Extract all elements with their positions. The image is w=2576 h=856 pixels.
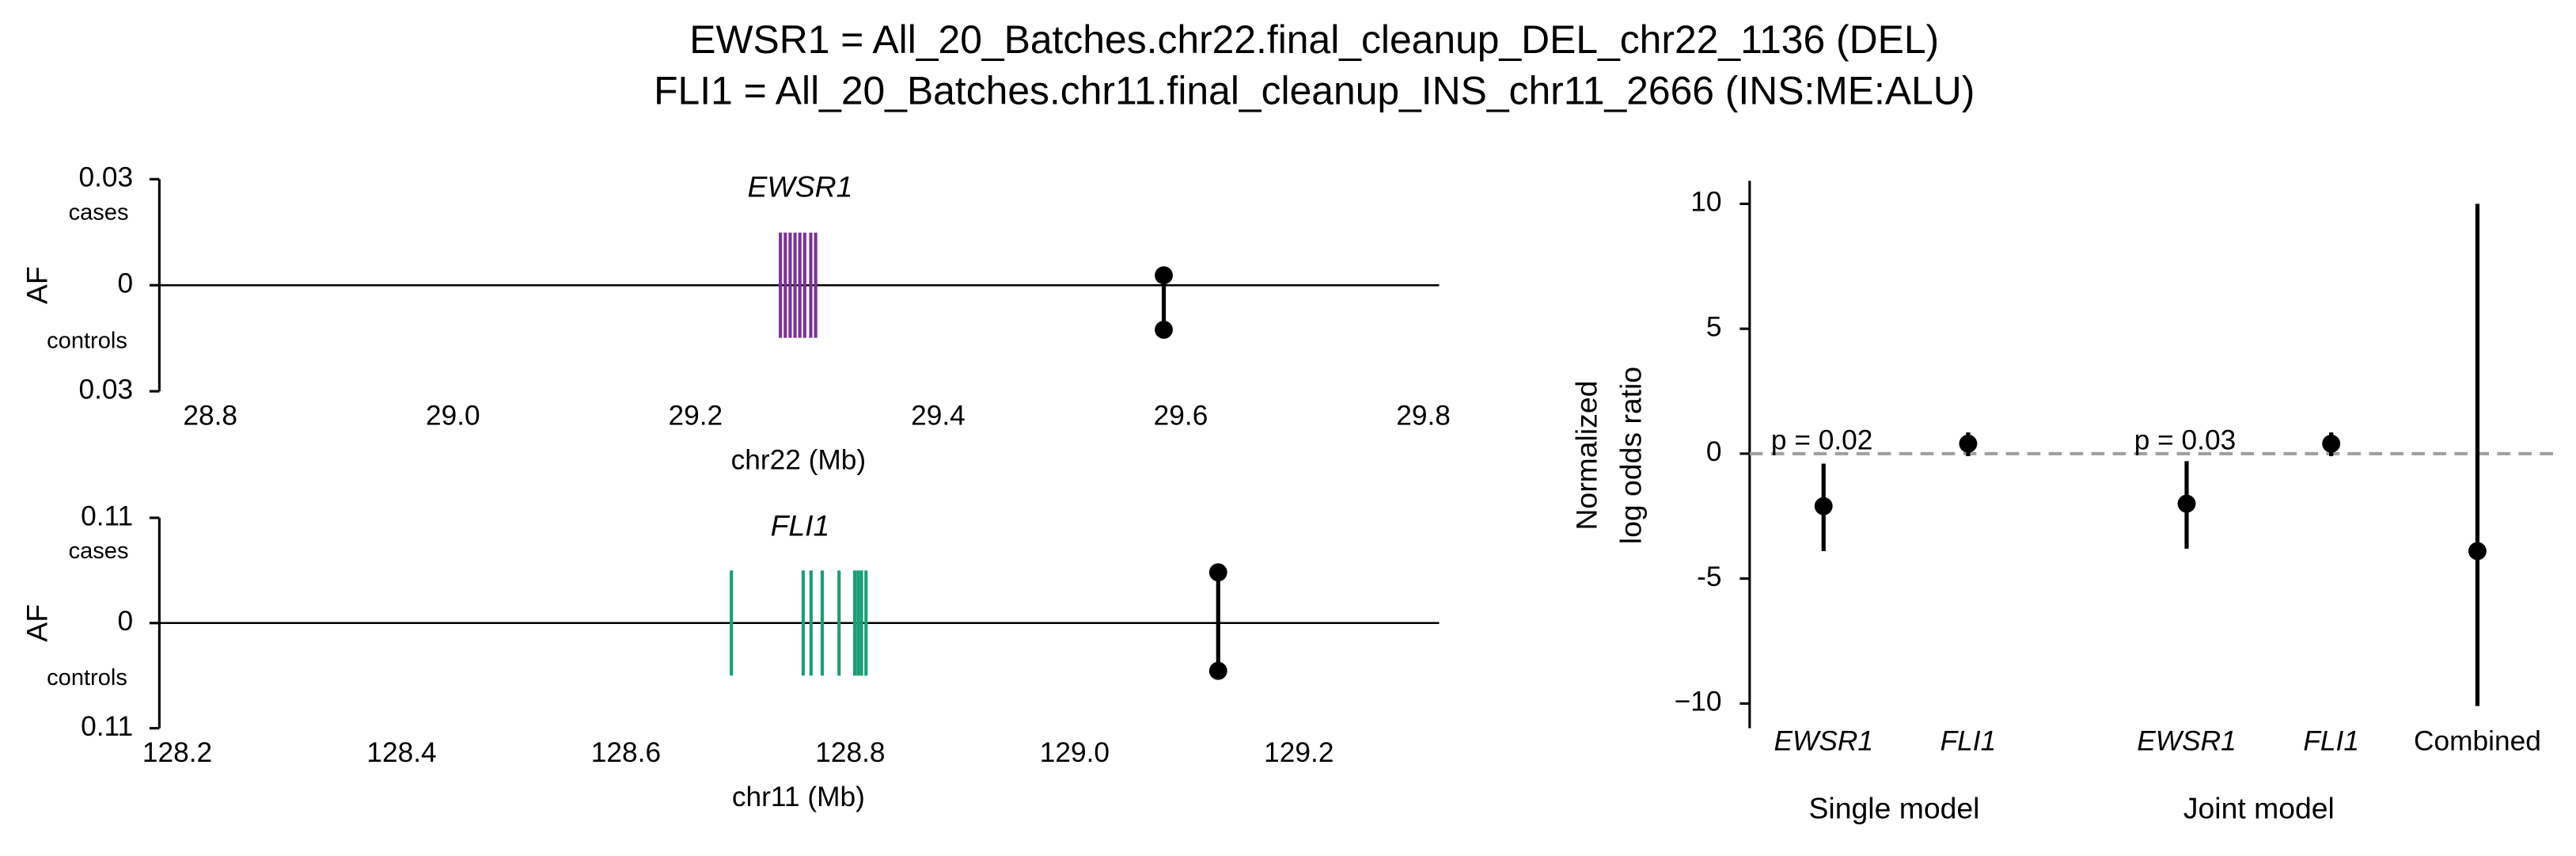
gene-title: FLI1 [771, 508, 830, 542]
gene-title: EWSR1 [748, 170, 853, 204]
x-tick-label: 128.6 [591, 737, 661, 768]
y-tick-label: −10 [1675, 687, 1722, 717]
lower-label: controls [47, 328, 127, 353]
group-label: Joint model [2183, 791, 2335, 824]
y-tick-label: 0.11 [81, 500, 133, 531]
point [2177, 494, 2196, 513]
x-tick-label: 29.2 [669, 401, 723, 432]
p-value: p = 0.02 [1771, 425, 1873, 456]
y-axis-label: AF [21, 266, 54, 304]
upper-label: cases [69, 538, 129, 564]
y-tick-label: -5 [1697, 561, 1721, 592]
x-axis-label: chr11 (Mb) [732, 782, 865, 812]
y-axis-label: log odds ratio [1614, 367, 1647, 544]
cases-point [1208, 563, 1227, 582]
x-tick-label: EWSR1 [2137, 726, 2236, 757]
group-label: Single model [1809, 791, 1980, 824]
x-axis-label: chr22 (Mb) [731, 445, 867, 476]
x-tick-label: 128.2 [142, 737, 212, 768]
x-tick-label: 29.8 [1396, 401, 1451, 432]
x-tick-label: 29.6 [1154, 401, 1208, 432]
y-axis-label: Normalized [1569, 381, 1603, 531]
y-tick-label: 10 [1690, 187, 1721, 218]
controls-point [1155, 321, 1173, 339]
point [2468, 542, 2487, 561]
x-tick-label: 129.2 [1264, 737, 1334, 768]
y-tick-label: 0.11 [81, 711, 133, 742]
p-value: p = 0.03 [2134, 425, 2236, 456]
y-tick-label: 0 [118, 606, 134, 637]
point [1959, 434, 1978, 453]
y-axis-label: AF [21, 604, 54, 642]
point [2322, 434, 2341, 453]
title-line: FLI1 = All_20_Batches.chr11.final_cleanu… [654, 69, 1975, 113]
x-tick-label: FLI1 [2303, 726, 2359, 757]
x-tick-label: EWSR1 [1774, 726, 1873, 757]
y-tick-label: 0.03 [78, 374, 133, 405]
upper-label: cases [69, 200, 129, 226]
y-tick-label: 0.03 [78, 162, 133, 193]
x-tick-label: 29.4 [911, 401, 966, 432]
point [1814, 496, 1833, 516]
x-tick-label: 129.0 [1040, 737, 1110, 768]
controls-point [1208, 661, 1227, 680]
lower-label: controls [47, 665, 127, 691]
y-tick-label: 0 [1706, 436, 1722, 467]
y-tick-label: 5 [1706, 311, 1722, 342]
x-tick-label: Combined [2414, 726, 2541, 757]
x-tick-label: FLI1 [1941, 726, 1997, 757]
cases-point [1155, 266, 1173, 285]
x-tick-label: 29.0 [426, 401, 480, 432]
title-line: EWSR1 = All_20_Batches.chr22.final_clean… [689, 17, 1939, 62]
x-tick-label: 128.8 [815, 737, 885, 768]
x-tick-label: 28.8 [183, 401, 237, 432]
y-tick-label: 0 [118, 268, 134, 299]
x-tick-label: 128.4 [366, 737, 436, 768]
